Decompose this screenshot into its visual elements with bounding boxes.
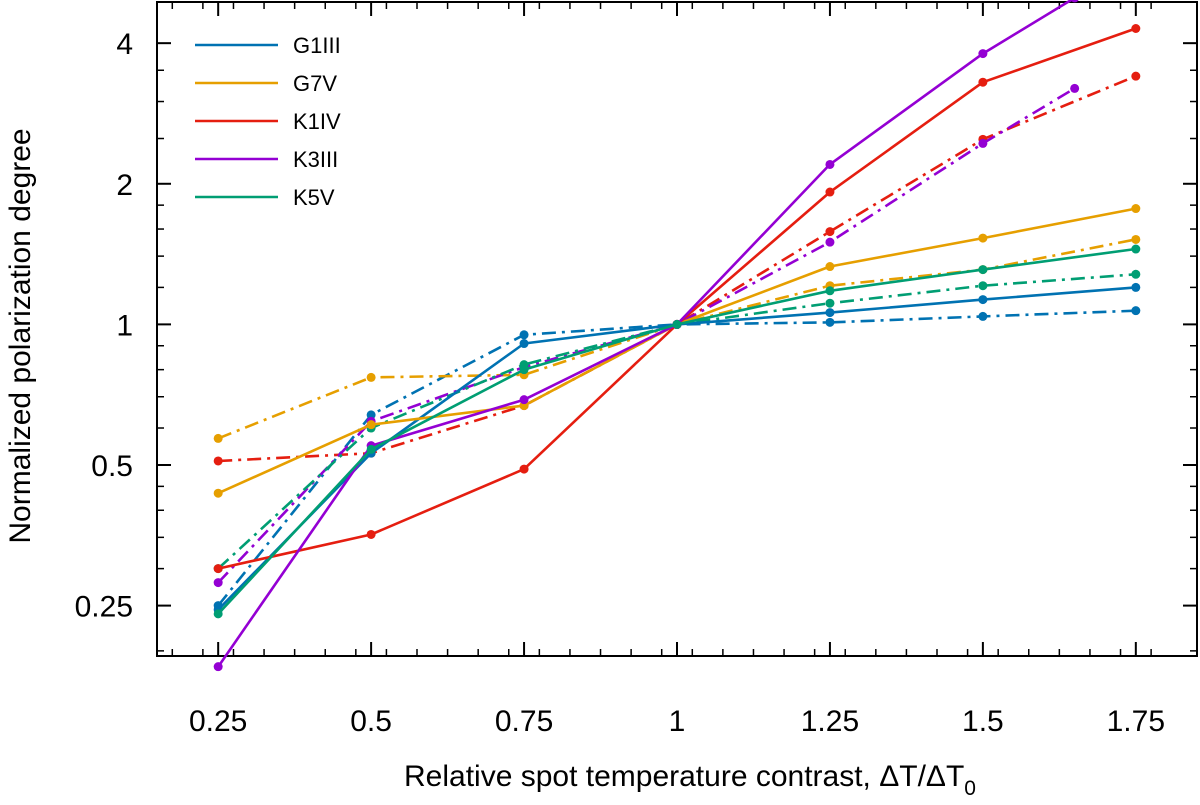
y-tick-label: 0.5: [91, 450, 133, 483]
legend-label-g1iii: G1III: [293, 33, 341, 58]
series-line: [217, 207, 1137, 495]
series-g1iii-dashdot: [213, 306, 1141, 611]
data-point: [978, 49, 988, 59]
data-point: [978, 311, 988, 321]
data-point: [366, 372, 376, 382]
data-point: [978, 138, 988, 148]
plot-frame: [156, 1, 1198, 657]
data-point: [213, 609, 223, 619]
series-k1iv-dashdot: [213, 71, 1141, 466]
data-point: [825, 317, 835, 327]
data-point: [978, 233, 988, 243]
data-point: [519, 365, 529, 375]
data-point: [213, 564, 223, 574]
x-tick-label: 0.5: [350, 705, 392, 738]
data-point: [213, 578, 223, 588]
data-point: [1131, 71, 1141, 81]
data-point: [519, 330, 529, 340]
x-axis-label-main: Relative spot temperature contrast, ΔT/Δ…: [404, 760, 964, 793]
x-tick-label: 0.75: [495, 705, 553, 738]
x-axis-label-subscript: 0: [964, 777, 976, 800]
data-point: [1131, 269, 1141, 279]
data-point: [519, 464, 529, 474]
series-line: [217, 286, 1136, 611]
data-point: [366, 410, 376, 420]
data-point: [213, 456, 223, 466]
data-point: [978, 265, 988, 275]
data-point: [672, 319, 682, 329]
legend-label-k3iii: K3III: [293, 147, 338, 172]
data-point: [1131, 282, 1141, 292]
data-point: [825, 262, 835, 272]
x-tick-label: 1: [669, 705, 686, 738]
data-point: [825, 237, 835, 247]
x-tick-label: 0.25: [189, 705, 247, 738]
data-point: [1131, 204, 1141, 214]
data-point: [825, 286, 835, 296]
data-point: [519, 395, 529, 405]
data-point: [1131, 306, 1141, 316]
data-point: [825, 298, 835, 308]
series-k5v-solid: [213, 244, 1141, 619]
legend: G1III G7V K1IV K3III K5V: [195, 33, 341, 210]
series-line: [217, 273, 1136, 570]
x-tick-label: 1.5: [962, 705, 1004, 738]
data-point: [978, 77, 988, 87]
legend-label-k5v: K5V: [293, 185, 335, 210]
data-point: [213, 662, 223, 672]
data-point: [366, 529, 376, 539]
data-point: [1070, 0, 1079, 3]
data-point: [1131, 244, 1141, 254]
y-tick-label: 4: [116, 28, 133, 61]
data-point: [213, 433, 223, 443]
data-point: [825, 159, 835, 169]
data-point: [366, 444, 376, 454]
data-point: [213, 488, 223, 498]
axes: 0.25 0.5 0.75 1 1.25 1.5 1.75 0.25 0.5 1 2 4: [75, 1, 1198, 738]
data-point: [978, 295, 988, 305]
x-axis-label: Relative spot temperature contrast, ΔT/Δ…: [404, 760, 976, 800]
data-point: [1131, 234, 1141, 244]
series-line: [217, 309, 1136, 607]
data-point: [519, 339, 529, 349]
data-point: [825, 227, 835, 237]
data-point: [366, 420, 376, 430]
data-point: [1070, 83, 1080, 93]
y-axis-label: Normalized polarization degree: [4, 128, 37, 543]
data-point: [1131, 23, 1141, 33]
series-k5v-dashdot: [213, 269, 1141, 574]
legend-label-g7v: G7V: [293, 71, 337, 96]
x-tick-label: 1.75: [1107, 705, 1165, 738]
series-layer: [213, 0, 1141, 672]
series-line: [217, 238, 1137, 440]
series-g7v-solid: [213, 204, 1141, 498]
y-tick-label: 0.25: [75, 591, 133, 624]
data-point: [978, 281, 988, 291]
series-g1iii-solid: [213, 282, 1141, 615]
y-tick-label: 1: [116, 309, 133, 342]
x-tick-label: 1.25: [801, 705, 859, 738]
data-point: [825, 187, 835, 197]
y-tick-label: 2: [116, 169, 133, 202]
legend-label-k1iv: K1IV: [293, 109, 341, 134]
data-point: [825, 308, 835, 318]
